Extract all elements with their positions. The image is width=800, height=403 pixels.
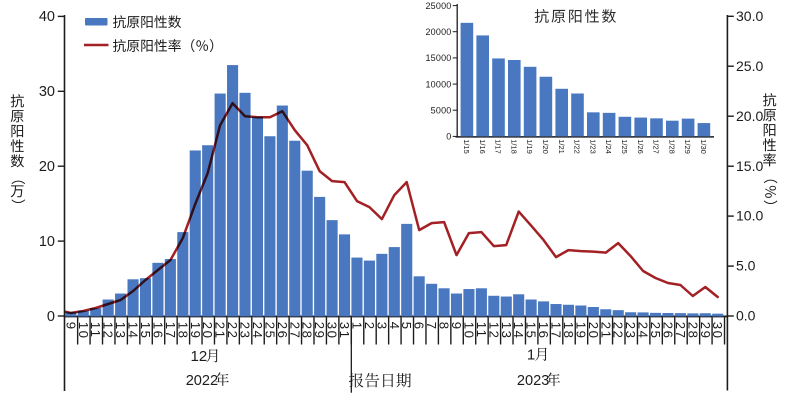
svg-text:28: 28 (300, 322, 315, 340)
svg-text:1/27: 1/27 (652, 139, 661, 154)
svg-text:1/17: 1/17 (494, 139, 503, 154)
svg-text:1/28: 1/28 (667, 139, 676, 154)
svg-text:15.0: 15.0 (736, 158, 763, 174)
svg-text:25000: 25000 (425, 1, 451, 11)
svg-text:10: 10 (39, 234, 55, 250)
svg-text:21: 21 (213, 322, 228, 340)
svg-text:8: 8 (437, 322, 452, 331)
svg-text:5000: 5000 (431, 105, 452, 115)
svg-text:9: 9 (63, 322, 78, 331)
svg-text:15: 15 (138, 322, 153, 340)
svg-text:1/20: 1/20 (541, 139, 550, 154)
svg-text:1/29: 1/29 (683, 139, 692, 154)
svg-text:1/22: 1/22 (573, 139, 582, 154)
svg-text:6: 6 (412, 322, 427, 331)
svg-text:2022: 2022 (186, 373, 218, 389)
svg-text:31: 31 (337, 322, 352, 340)
svg-text:24: 24 (636, 322, 651, 340)
svg-text:1: 1 (527, 347, 535, 364)
svg-text:22: 22 (225, 322, 240, 340)
svg-text:30: 30 (710, 322, 725, 340)
svg-text:17: 17 (163, 322, 178, 340)
svg-text:21: 21 (598, 322, 613, 340)
svg-text:1/15: 1/15 (462, 139, 471, 154)
svg-text:12: 12 (486, 322, 501, 340)
svg-text:13: 13 (499, 322, 514, 340)
svg-text:1/18: 1/18 (509, 139, 518, 154)
svg-text:18: 18 (175, 322, 190, 340)
svg-text:29: 29 (312, 322, 327, 340)
svg-text:11: 11 (88, 322, 103, 339)
svg-text:12: 12 (191, 348, 208, 365)
svg-text:7: 7 (424, 322, 439, 331)
svg-text:10.0: 10.0 (736, 208, 763, 224)
svg-text:14: 14 (126, 322, 141, 340)
svg-text:20: 20 (200, 322, 215, 340)
svg-text:15: 15 (524, 322, 539, 340)
svg-text:18: 18 (561, 322, 576, 340)
svg-text:10: 10 (461, 322, 476, 340)
svg-text:15000: 15000 (425, 53, 451, 63)
svg-text:1/26: 1/26 (636, 139, 645, 154)
svg-text:24: 24 (250, 322, 265, 340)
svg-text:25: 25 (262, 322, 277, 340)
svg-text:30: 30 (39, 84, 55, 100)
svg-text:10000: 10000 (425, 79, 451, 89)
svg-text:2: 2 (362, 322, 377, 331)
svg-text:30.0: 30.0 (736, 8, 763, 24)
svg-text:20000: 20000 (425, 27, 451, 37)
svg-text:11: 11 (474, 322, 489, 339)
svg-text:0.0: 0.0 (736, 308, 756, 324)
svg-text:1: 1 (349, 322, 364, 331)
svg-text:1/19: 1/19 (525, 139, 534, 154)
svg-text:0: 0 (47, 309, 55, 325)
svg-text:22: 22 (611, 322, 626, 340)
svg-text:2023: 2023 (517, 373, 549, 389)
svg-text:26: 26 (275, 322, 290, 340)
svg-text:30: 30 (325, 322, 340, 340)
svg-text:20: 20 (39, 159, 55, 175)
svg-text:16: 16 (150, 322, 165, 340)
svg-text:27: 27 (287, 322, 302, 340)
svg-text:40: 40 (39, 9, 55, 25)
svg-text:14: 14 (511, 322, 526, 340)
svg-text:26: 26 (660, 322, 675, 340)
svg-text:19: 19 (573, 322, 588, 340)
svg-text:3: 3 (374, 322, 389, 331)
svg-text:27: 27 (673, 322, 688, 340)
svg-text:12: 12 (101, 322, 116, 340)
svg-text:0: 0 (446, 132, 451, 142)
svg-text:20: 20 (586, 322, 601, 340)
svg-text:10: 10 (76, 322, 91, 340)
svg-text:19: 19 (188, 322, 203, 340)
svg-text:28: 28 (685, 322, 700, 340)
svg-text:1/30: 1/30 (699, 139, 708, 154)
svg-text:1/16: 1/16 (478, 139, 487, 154)
svg-text:23: 23 (623, 322, 638, 340)
svg-text:17: 17 (549, 322, 564, 340)
svg-text:5: 5 (399, 322, 414, 331)
svg-text:4: 4 (387, 322, 402, 331)
svg-text:9: 9 (449, 322, 464, 331)
svg-text:1/21: 1/21 (557, 139, 566, 154)
svg-text:29: 29 (698, 322, 713, 340)
svg-text:25.0: 25.0 (736, 58, 763, 74)
svg-text:23: 23 (238, 322, 253, 340)
svg-text:16: 16 (536, 322, 551, 340)
svg-text:1/23: 1/23 (588, 139, 597, 154)
svg-text:1/24: 1/24 (604, 139, 613, 154)
svg-text:20.0: 20.0 (736, 108, 763, 124)
svg-text:25: 25 (648, 322, 663, 340)
svg-text:1/25: 1/25 (620, 139, 629, 154)
svg-text:5.0: 5.0 (736, 258, 756, 274)
svg-text:13: 13 (113, 322, 128, 340)
